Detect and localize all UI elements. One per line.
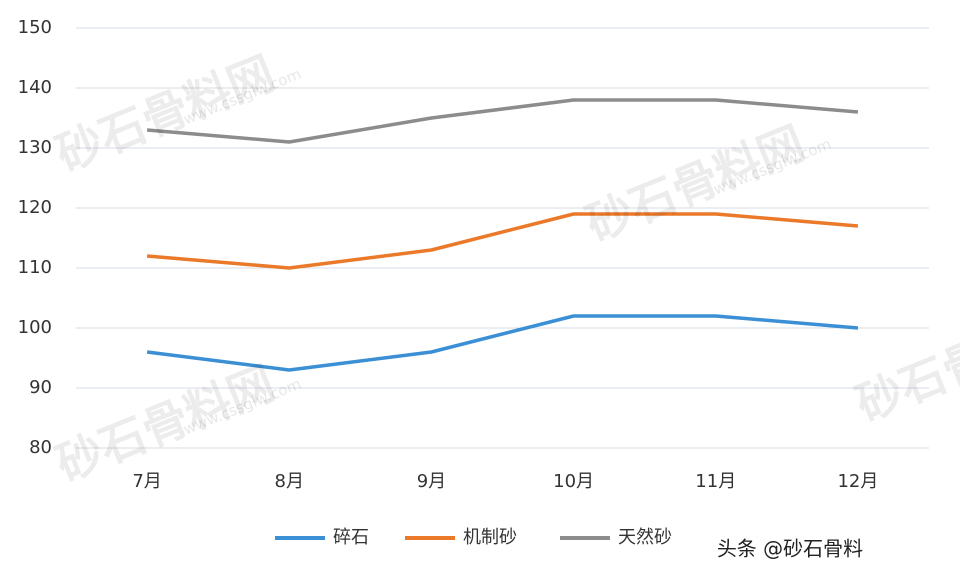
- y-tick-label: 110: [18, 257, 52, 278]
- line-series: [146, 98, 859, 144]
- watermark: 砂石骨料网: [579, 116, 812, 252]
- x-tick-label: 9月: [417, 471, 446, 492]
- line-series: [146, 314, 859, 372]
- y-tick-label: 90: [29, 377, 52, 398]
- credit: 头条 @砂石骨料: [717, 537, 863, 561]
- legend-label: 机制砂: [463, 527, 517, 548]
- y-tick-label: 150: [18, 17, 52, 38]
- x-tick-label: 12月: [837, 471, 878, 492]
- x-tick-label: 7月: [132, 471, 161, 492]
- y-tick-label: 130: [18, 137, 52, 158]
- watermark: 砂石骨料网: [49, 356, 282, 492]
- y-tick-label: 120: [18, 197, 52, 218]
- line-series: [146, 212, 859, 270]
- x-tick-label: 10月: [553, 471, 594, 492]
- legend-label: 天然砂: [618, 527, 672, 548]
- y-tick-label: 100: [18, 317, 52, 338]
- watermark: 砂石骨料网: [849, 296, 960, 432]
- x-tick-label: 11月: [695, 471, 736, 492]
- legend-label: 碎石: [333, 527, 369, 548]
- x-tick-label: 8月: [275, 471, 304, 492]
- watermark: 砂石骨料网: [49, 46, 282, 182]
- y-tick-label: 80: [29, 437, 52, 458]
- y-tick-label: 140: [18, 77, 52, 98]
